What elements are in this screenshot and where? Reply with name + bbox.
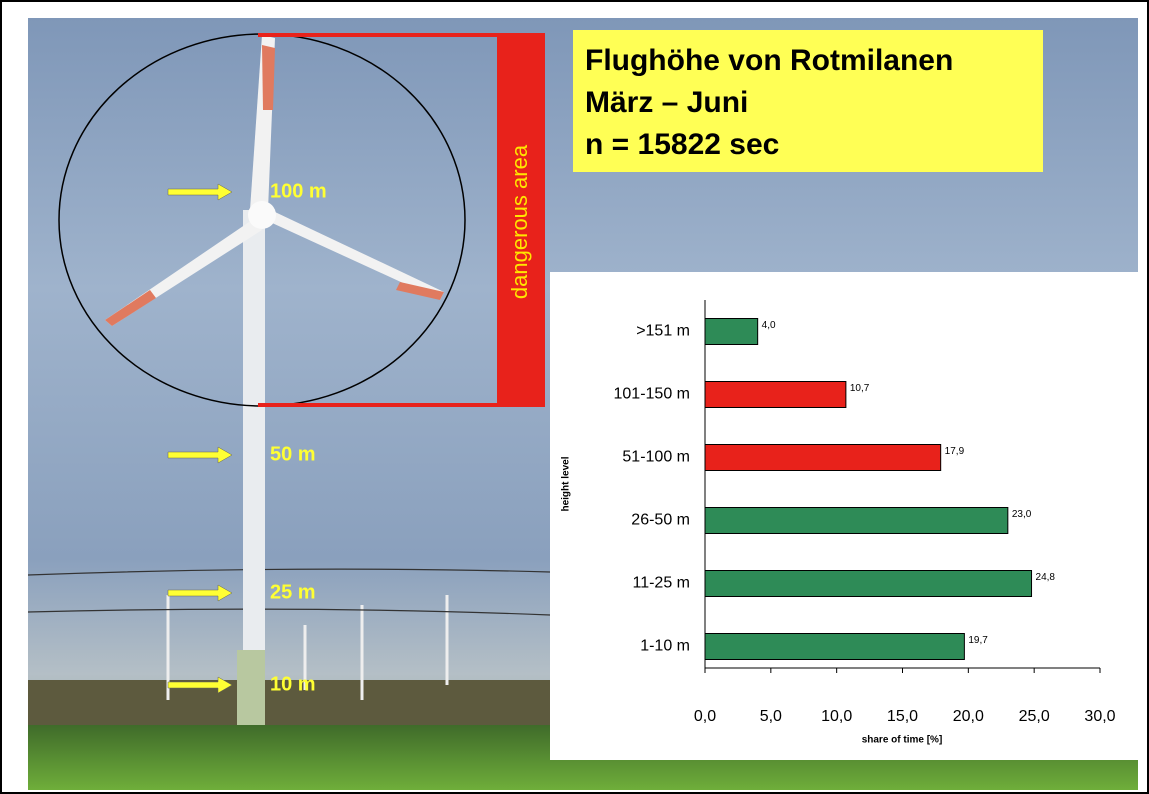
x-tick-label: 30,0 — [1084, 708, 1115, 725]
bar — [705, 508, 1008, 534]
value-label: 10,7 — [850, 383, 870, 394]
value-label: 17,9 — [945, 446, 965, 457]
x-tick-label: 5,0 — [760, 708, 782, 725]
x-tick-label: 15,0 — [887, 708, 918, 725]
slide: dangerous area Flughöhe von Rotmilanen M… — [0, 0, 1149, 794]
y-tick-label: 51-100 m — [622, 449, 690, 466]
height-annotation: 100 m — [270, 180, 327, 202]
y-axis-label: height level — [561, 456, 572, 511]
x-axis-label: share of time [%] — [862, 735, 943, 746]
height-annotation: 10 m — [270, 673, 316, 695]
y-tick-label: 11-25 m — [632, 575, 690, 592]
x-tick-label: 0,0 — [694, 708, 716, 725]
bar — [705, 319, 758, 345]
sample-size: n = 15822 sec — [585, 128, 779, 161]
x-tick-label: 25,0 — [1019, 708, 1050, 725]
bar — [705, 445, 941, 471]
danger-label: dangerous area — [507, 144, 532, 299]
height-annotation: 25 m — [270, 581, 316, 603]
y-tick-label: 26-50 m — [631, 512, 690, 529]
height-annotation: 50 m — [270, 443, 316, 465]
value-label: 23,0 — [1012, 509, 1032, 520]
bar — [705, 571, 1032, 597]
x-tick-label: 20,0 — [953, 708, 984, 725]
title: Flughöhe von Rotmilanen — [585, 44, 953, 77]
y-tick-label: 1-10 m — [640, 638, 690, 655]
value-label: 24,8 — [1036, 572, 1056, 583]
value-label: 4,0 — [762, 320, 776, 331]
value-label: 19,7 — [968, 635, 988, 646]
tower-base — [237, 650, 265, 725]
bar — [705, 382, 846, 408]
tower — [243, 210, 265, 725]
y-tick-label: 101-150 m — [614, 386, 691, 403]
y-tick-label: >151 m — [636, 323, 690, 340]
x-tick-label: 10,0 — [821, 708, 852, 725]
bar — [705, 634, 964, 660]
subtitle: März – Juni — [585, 86, 748, 119]
